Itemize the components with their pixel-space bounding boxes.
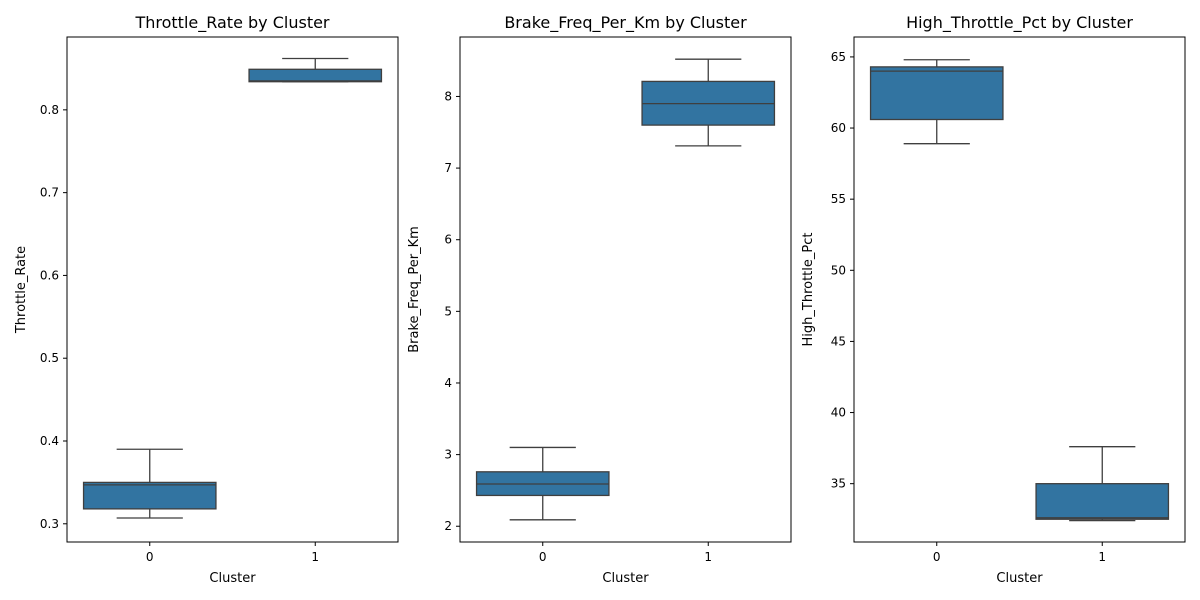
y-tick-label: 7 [444, 161, 452, 175]
y-tick-label: 5 [444, 304, 452, 318]
chart-title: Throttle_Rate by Cluster [134, 13, 329, 33]
chart-title: Brake_Freq_Per_Km by Cluster [504, 13, 747, 33]
y-tick-label: 35 [831, 477, 846, 491]
box-0 [475, 446, 610, 521]
axes-frame [459, 36, 792, 543]
y-tick-label: 3 [444, 448, 452, 462]
box-1 [1035, 446, 1170, 522]
y-axis-label: High_Throttle_Pct [801, 233, 816, 347]
y-tick-label: 50 [831, 263, 846, 277]
y-tick-label: 0.4 [40, 434, 59, 448]
axes-frame [66, 36, 399, 543]
chart-title: High_Throttle_Pct by Cluster [906, 13, 1133, 33]
box-iqr [869, 66, 1004, 121]
y-tick-label: 2 [444, 519, 452, 533]
x-axis-label: Cluster [209, 571, 256, 586]
x-tick-label: 0 [933, 550, 941, 564]
subplot-2: 35 40 45 50 55 60 65 0 1 High_Throttle_Pct by Clu… [801, 13, 1186, 586]
y-tick-label: 6 [444, 233, 452, 247]
x-tick-label: 1 [704, 550, 712, 564]
x-tick-label: 1 [311, 550, 319, 564]
x-tick-label: 0 [539, 550, 547, 564]
box-iqr [1035, 483, 1170, 520]
box-1 [641, 58, 776, 147]
y-tick-label: 0.5 [40, 351, 59, 365]
x-axis-label: Cluster [602, 571, 649, 586]
axes-frame [853, 36, 1186, 543]
y-tick-label: 45 [831, 334, 846, 348]
y-axis-label: Brake_Freq_Per_Km [407, 226, 422, 353]
y-axis-label: Throttle_Rate [14, 246, 29, 334]
y-tick-label: 0.7 [40, 186, 59, 200]
y-tick-label: 0.8 [40, 103, 59, 117]
y-tick-label: 55 [831, 192, 846, 206]
box-iqr [82, 481, 217, 510]
box-0 [82, 448, 217, 519]
y-tick-label: 40 [831, 406, 846, 420]
box-1 [248, 57, 383, 83]
y-tick-label: 60 [831, 121, 846, 135]
subplot-0: 0.3 0.4 0.5 0.6 0.7 0.8 0 1 Throttle_Rate by Clu… [14, 13, 399, 586]
x-tick-label: 0 [146, 550, 154, 564]
y-tick-label: 0.3 [40, 517, 59, 531]
y-tick-label: 65 [831, 50, 846, 64]
y-tick-label: 0.6 [40, 268, 59, 282]
y-tick-label: 8 [444, 89, 452, 103]
subplot-1: 2 3 4 5 6 7 8 0 1 Brake_Freq_Per_Km by Cluster Clu… [407, 13, 792, 586]
x-tick-label: 1 [1098, 550, 1106, 564]
box-0 [869, 59, 1004, 145]
box-iqr [248, 68, 383, 83]
x-axis-label: Cluster [996, 571, 1043, 586]
y-tick-label: 4 [444, 376, 452, 390]
